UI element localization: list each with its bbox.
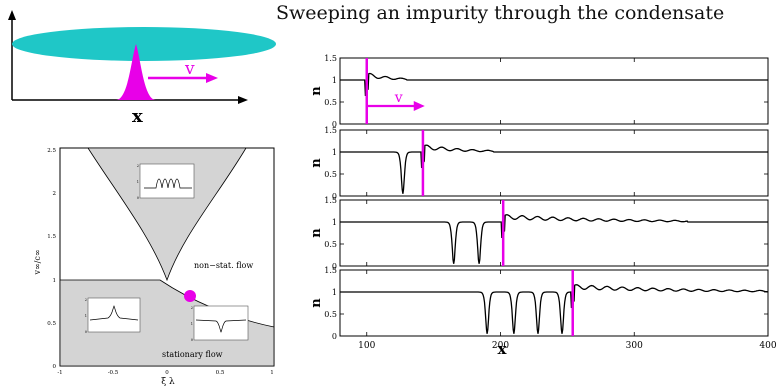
x-tick-label: 100: [358, 341, 375, 351]
phase-x-label: ξ λ: [161, 377, 175, 387]
stationary-label: stationary flow: [162, 350, 223, 359]
impurity-peak: [116, 44, 156, 100]
panel-y-label: n: [309, 158, 324, 168]
inset-tick: 1: [191, 322, 193, 326]
density-curve: [340, 214, 768, 264]
panel-frame: [339, 269, 769, 337]
density-panels: 0 0.5 1 1.5 n v 0 0.5 1 1.5 n 0 0.5 1 1.5 n 0 0.5 1 1.5 n: [309, 54, 769, 341]
phase-x-ticks: -1 -0.5 0 0.5 1: [57, 370, 273, 376]
inset-nonstationary: 0 1 2: [137, 163, 195, 200]
nonstationary-wedge: [87, 147, 247, 282]
y-tick-label: 1: [332, 148, 337, 157]
y-tick-label: 0.5: [324, 310, 337, 319]
phase-x-tick: -0.5: [108, 370, 119, 376]
panel-velocity-label: v: [394, 90, 403, 106]
y-tick-label: 0.5: [324, 98, 337, 107]
panel-frame: [339, 57, 769, 125]
phase-y-tick: 1.5: [47, 234, 56, 240]
density-panel: 0 0.5 1 1.5 n v: [309, 54, 769, 129]
y-tick-label: 1: [332, 76, 337, 85]
phase-y-tick: 1: [53, 278, 57, 284]
y-tick-label: 0: [332, 120, 337, 129]
density-curve: [340, 144, 768, 194]
condensate-schematic: v x: [8, 10, 276, 127]
panel-frame: [339, 199, 769, 267]
condensate-cloud: [12, 27, 276, 61]
phase-x-tick: -1: [57, 370, 62, 376]
inset-tick: 2: [191, 306, 193, 310]
inset-tick: 2: [137, 164, 139, 168]
density-panel: 0 0.5 1 1.5 n: [309, 266, 769, 341]
density-x-axis: 100 200 300 400 x: [358, 340, 777, 358]
x-tick-label: 400: [759, 341, 776, 351]
phase-marker-dot: [184, 290, 196, 302]
y-tick-label: 0.5: [324, 240, 337, 249]
density-curve: [340, 284, 769, 334]
phase-y-tick: 0.5: [47, 321, 56, 327]
y-tick-label: 0: [332, 262, 337, 271]
velocity-arrowhead: [206, 73, 218, 83]
y-tick-label: 0.5: [324, 170, 337, 179]
inset-tick: 0: [85, 330, 87, 334]
panel-frame: [339, 129, 769, 197]
phase-y-label: v∞/c∞: [33, 249, 42, 275]
inset-tick: 1: [85, 314, 87, 318]
inset-tick: 0: [137, 196, 139, 200]
density-panel: 0 0.5 1 1.5 n: [309, 196, 769, 271]
y-tick-label: 1.5: [324, 266, 337, 275]
schematic-velocity-label: v: [184, 59, 195, 79]
phase-y-tick: 2: [53, 191, 57, 197]
panel-x-label: x: [498, 340, 508, 358]
phase-x-tick: 1: [270, 370, 274, 376]
schematic-position-label: x: [132, 106, 143, 127]
inset-tick: 2: [85, 298, 87, 302]
y-tick-label: 1: [332, 218, 337, 227]
x-tick-label: 300: [626, 341, 643, 351]
panel-y-label: n: [309, 228, 324, 238]
y-tick-label: 1.5: [324, 126, 337, 135]
inset-tick: 1: [137, 180, 139, 184]
inset-tick: 0: [191, 338, 193, 342]
panel-velocity-arrowhead: [413, 101, 425, 111]
phase-y-ticks: 0 0.5 1 1.5 2 2.5: [47, 148, 56, 370]
inset-stationary-dip: 0 1 2: [191, 305, 249, 342]
y-tick-label: 0: [332, 332, 337, 341]
panel-y-label: n: [309, 86, 324, 96]
schematic-y-arrowhead: [8, 10, 16, 20]
y-tick-label: 1.5: [324, 196, 337, 205]
schematic-x-arrowhead: [238, 96, 248, 104]
inset-stationary-peak: 0 1 2: [85, 297, 141, 334]
phase-y-tick: 2.5: [47, 148, 56, 154]
density-curve: [340, 72, 768, 97]
phase-y-tick: 0: [53, 364, 57, 370]
phase-x-tick: 0: [165, 370, 169, 376]
y-tick-label: 1.5: [324, 54, 337, 63]
density-panel: 0 0.5 1 1.5 n: [309, 126, 769, 201]
phase-x-tick: 0.5: [216, 370, 225, 376]
panel-y-label: n: [309, 298, 324, 308]
x-tick-label: 200: [492, 341, 509, 351]
y-tick-label: 0: [332, 192, 337, 201]
y-tick-label: 1: [332, 288, 337, 297]
page-title: Sweeping an impurity through the condens…: [276, 2, 725, 24]
phase-diagram: -1 -0.5 0 0.5 1 0 0.5 1 1.5 2 2.5 ξ λ v∞…: [33, 147, 275, 387]
nonstationary-label: non−stat. flow: [194, 261, 253, 270]
